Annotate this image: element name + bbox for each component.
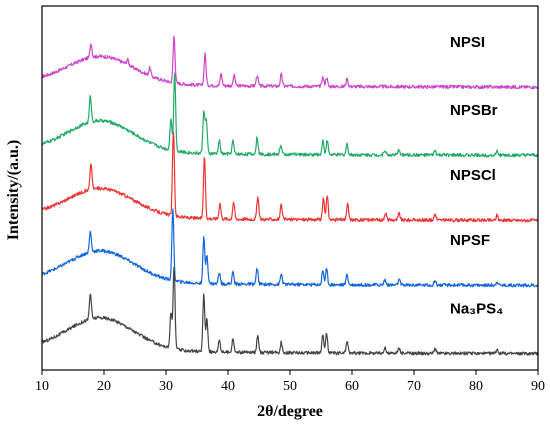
series-line: [41, 131, 539, 223]
x-tick-label: 50: [283, 379, 297, 394]
series-labels: NPSI NPSBr NPSCl NPSF Na₃PS₄: [450, 34, 503, 318]
series-line: [41, 208, 539, 288]
x-tick-label: 80: [469, 379, 483, 394]
y-axis-title: Intensity/(a.u.): [5, 140, 22, 240]
x-tick-label: 60: [345, 379, 359, 394]
series-line: [41, 266, 539, 356]
x-tick-label: 10: [35, 379, 49, 394]
x-tick-label: 20: [97, 379, 111, 394]
x-axis-title: 2θ/degree: [257, 403, 323, 420]
x-tick-label: 40: [221, 379, 235, 394]
series-label: NPSBr: [450, 102, 498, 119]
xrd-traces: [41, 35, 539, 356]
series-line: [41, 35, 539, 90]
series-line: [41, 72, 539, 158]
x-tick-label: 30: [159, 379, 173, 394]
x-tick-label: 90: [531, 379, 545, 394]
series-label: NPSI: [450, 34, 485, 51]
x-axis-ticks: 10 20 30 40 50 60 70 80 90: [35, 370, 545, 394]
series-label: Na₃PS₄: [450, 300, 503, 317]
x-tick-label: 70: [407, 379, 421, 394]
series-label: NPSF: [450, 232, 490, 249]
series-label: NPSCl: [450, 167, 496, 184]
